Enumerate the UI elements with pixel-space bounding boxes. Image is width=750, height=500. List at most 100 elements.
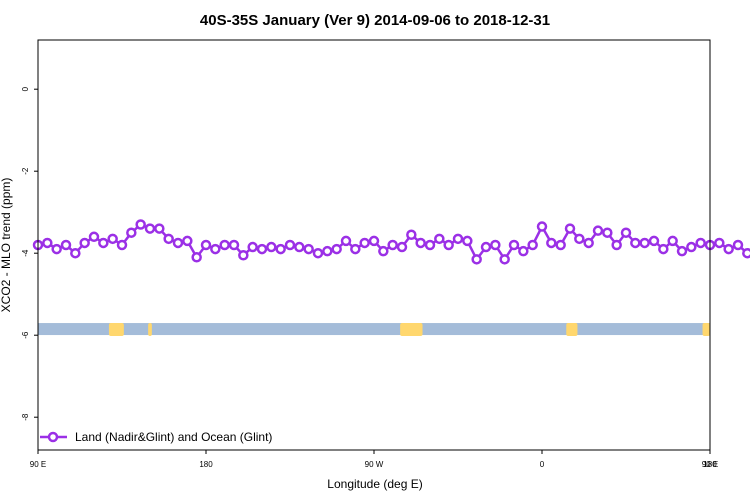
data-point: [322, 245, 333, 257]
data-point: [266, 241, 277, 253]
data-point: [359, 237, 370, 249]
data-point: [294, 241, 305, 253]
data-point: [256, 243, 268, 255]
y-tick-label: -4: [21, 249, 30, 257]
data-point: [583, 237, 594, 249]
data-point: [163, 233, 174, 245]
data-point: [331, 243, 342, 255]
y-axis-ticks: 0 -2 -4 -6 -8: [21, 86, 38, 421]
data-point: [98, 237, 109, 249]
data-point: [648, 235, 660, 247]
data-point: [284, 239, 296, 251]
data-point: [732, 239, 744, 251]
ocean-band: [38, 323, 710, 336]
data-point: [312, 247, 324, 259]
data-point: [210, 243, 221, 255]
x-tick-label: 180: [199, 460, 213, 469]
data-point: [714, 237, 725, 249]
data-point: [527, 239, 538, 251]
data-point: [107, 233, 118, 245]
data-point: [219, 239, 230, 251]
data-point: [434, 233, 445, 245]
data-point: [200, 239, 212, 251]
data-point: [378, 245, 389, 257]
data-point: [508, 239, 520, 251]
y-axis-label: XCO2 - MLO trend (ppm): [0, 178, 13, 313]
land-patch: [108, 323, 124, 337]
x-tick-label: 90 W: [365, 460, 384, 469]
x-tick-label: 180: [703, 460, 717, 469]
data-point: [676, 245, 688, 257]
legend: Land (Nadir&Glint) and Ocean (Glint): [40, 430, 272, 444]
data-point: [592, 225, 604, 236]
data-point: [238, 250, 249, 261]
data-point: [499, 254, 510, 265]
x-axis-label: Longitude (deg E): [327, 477, 422, 491]
data-point: [60, 239, 72, 251]
data-point: [424, 239, 436, 251]
chart-title: 40S-35S January (Ver 9) 2014-09-06 to 20…: [200, 12, 550, 29]
y-tick-label: 0: [21, 86, 30, 91]
data-point: [462, 235, 473, 247]
data-point: [611, 239, 622, 251]
land-patch: [400, 323, 423, 337]
data-point: [396, 241, 408, 253]
data-point: [42, 237, 53, 249]
legend-label: Land (Nadir&Glint) and Ocean (Glint): [75, 430, 272, 444]
land-patch: [566, 323, 578, 337]
data-point: [135, 219, 146, 230]
data-point: [70, 247, 81, 259]
data-point: [88, 231, 100, 243]
x-tick-label: 90 E: [702, 460, 718, 469]
data-point: [51, 243, 62, 255]
data-point: [742, 247, 750, 259]
data-point: [368, 235, 380, 247]
data-point: [695, 237, 706, 249]
surface-band: [38, 323, 710, 337]
x-tick-label: 0: [540, 460, 545, 469]
data-point: [555, 239, 566, 251]
data-point: [480, 241, 492, 253]
data-point: [228, 239, 240, 251]
data-point: [275, 243, 286, 255]
land-patch: [702, 323, 710, 337]
data-point: [536, 221, 548, 232]
data-point: [574, 233, 585, 245]
y-tick-label: -8: [21, 413, 30, 421]
data-point: [154, 223, 165, 234]
data-point: [658, 243, 669, 255]
data-point: [452, 233, 464, 245]
data-point: [518, 245, 529, 257]
data-point: [350, 243, 361, 255]
y-tick-label: -2: [21, 167, 30, 175]
data-point: [723, 243, 734, 255]
data-point: [667, 235, 678, 247]
data-point: [639, 237, 650, 249]
x-tick-label: 90 E: [30, 460, 46, 469]
data-point: [471, 254, 482, 265]
data-point: [387, 239, 398, 251]
data-point: [630, 237, 641, 249]
data-point: [303, 243, 314, 255]
data-point: [686, 241, 697, 253]
data-point: [406, 229, 417, 240]
data-point: [602, 227, 613, 238]
data-point: [620, 227, 632, 238]
data-point: [564, 223, 576, 234]
data-point: [247, 241, 258, 253]
legend-marker-swatch: [47, 431, 59, 443]
data-point: [415, 237, 426, 249]
data-point: [79, 237, 90, 249]
data-point: [172, 237, 184, 249]
data-point: [116, 239, 128, 251]
data-point: [443, 239, 454, 251]
y-tick-label: -6: [21, 331, 30, 339]
data-point: [340, 235, 352, 247]
data-point: [490, 239, 501, 251]
data-point: [546, 237, 557, 249]
series-layer: [32, 219, 750, 265]
land-patch: [148, 323, 152, 337]
data-point: [182, 235, 193, 247]
